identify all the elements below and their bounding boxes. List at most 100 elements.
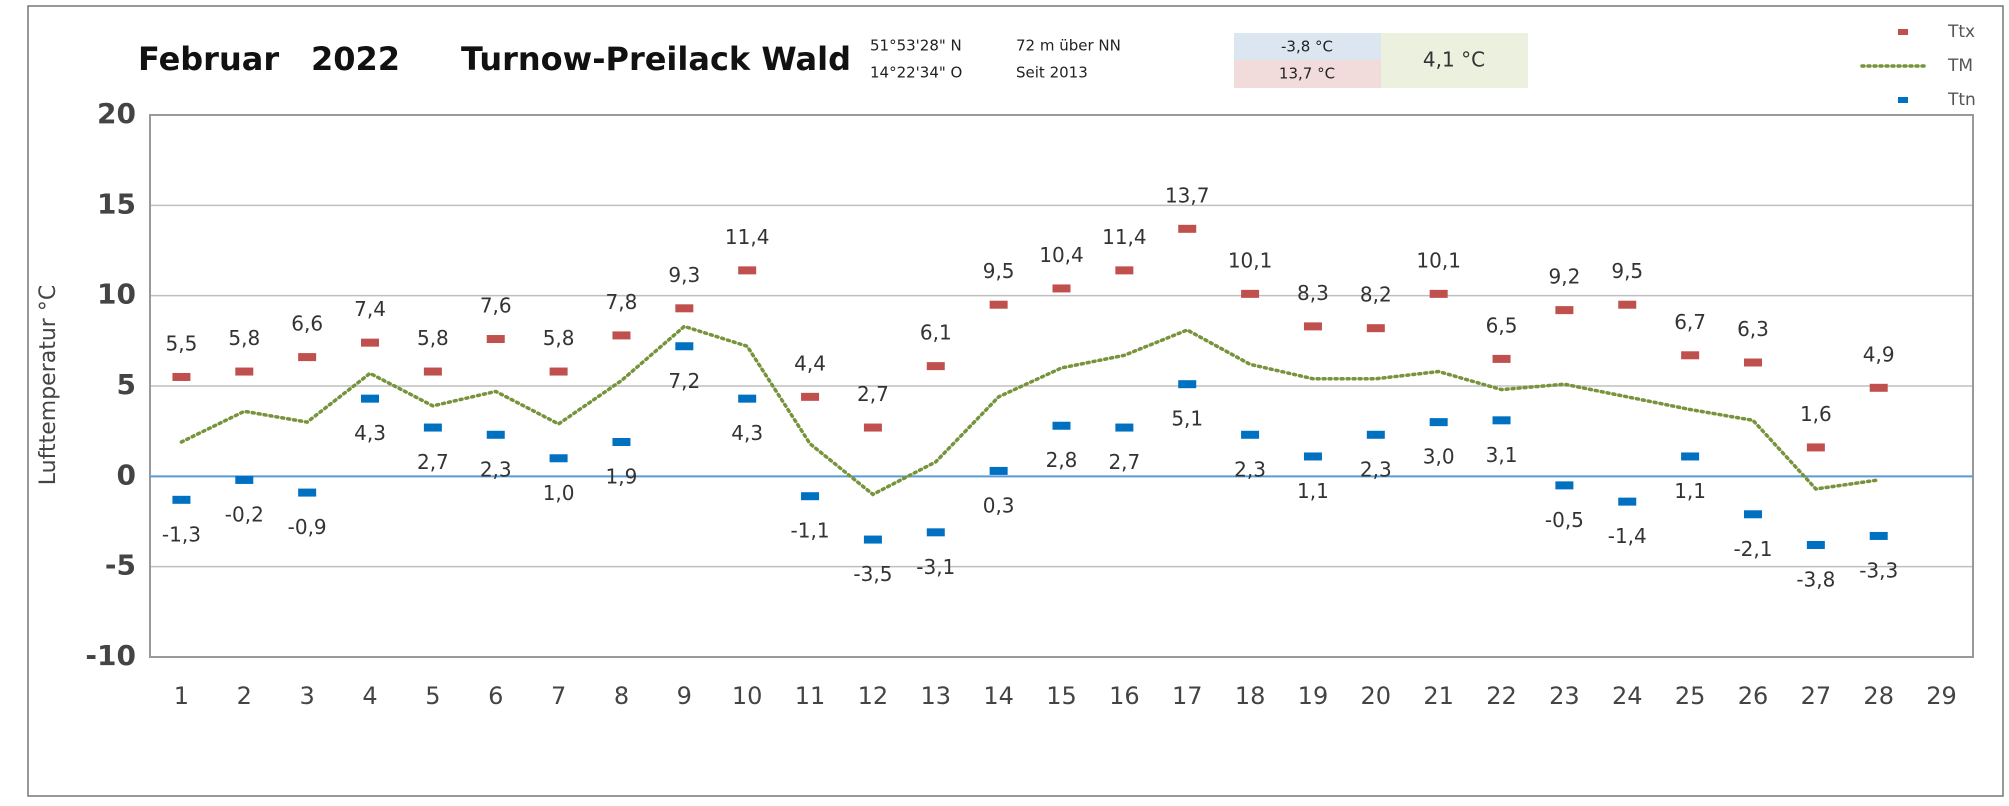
data-label: 1,1: [1297, 479, 1329, 503]
marker: [675, 342, 694, 351]
data-label: 2,8: [1046, 448, 1078, 472]
marker: [1052, 421, 1071, 430]
marker: [423, 367, 442, 376]
marker: [235, 367, 254, 376]
x-tick-label: 7: [551, 682, 566, 710]
marker: [1178, 224, 1197, 233]
data-label: 7,2: [668, 369, 700, 393]
data-label: 2,3: [480, 457, 512, 481]
marker: [926, 362, 945, 371]
marker: [801, 492, 820, 501]
legend-label: TM: [1947, 56, 1973, 76]
data-label: 1,9: [606, 465, 638, 489]
marker: [612, 438, 631, 447]
marker: [863, 423, 882, 432]
x-tick-label: 13: [921, 682, 952, 710]
max-box: [1234, 60, 1381, 88]
marker: [1618, 300, 1637, 309]
data-label: 5,5: [166, 331, 198, 355]
x-tick-label: 2: [237, 682, 252, 710]
data-label: 4,9: [1863, 342, 1895, 366]
data-label: 0,3: [983, 493, 1015, 517]
year: 2022: [311, 40, 400, 78]
x-tick-label: 15: [1046, 682, 1077, 710]
marker: [1681, 351, 1700, 360]
data-label: -3,5: [853, 562, 892, 586]
elevation: 72 m über NN: [1016, 37, 1121, 55]
data-label: 3,1: [1486, 443, 1518, 467]
marker: [235, 475, 254, 484]
data-label: -0,5: [1545, 508, 1584, 532]
marker: [298, 353, 317, 362]
x-tick-label: 6: [488, 682, 503, 710]
data-label: 6,1: [920, 321, 952, 345]
data-label: -0,2: [225, 502, 264, 526]
data-label: -1,4: [1608, 524, 1647, 548]
marker: [549, 367, 568, 376]
marker: [1806, 540, 1825, 549]
x-tick-label: 19: [1298, 682, 1329, 710]
marker: [738, 266, 757, 275]
marker: [989, 466, 1008, 475]
marker: [1052, 284, 1071, 293]
marker: [1429, 289, 1448, 298]
data-label: -3,8: [1796, 567, 1835, 591]
marker: [1743, 358, 1762, 367]
data-label: 9,2: [1548, 265, 1580, 289]
marker: [926, 528, 945, 537]
x-tick-label: 18: [1235, 682, 1266, 710]
data-label: 4,4: [794, 351, 826, 375]
data-label: 5,8: [543, 326, 575, 350]
marker: [361, 394, 380, 403]
data-label: -1,3: [162, 522, 201, 546]
marker: [738, 394, 757, 403]
chart-title: Februar: [138, 40, 279, 78]
data-label: -3,1: [916, 555, 955, 579]
frame: [27, 5, 2004, 797]
data-label: 6,5: [1486, 313, 1518, 337]
marker: [423, 423, 442, 432]
x-tick-label: 1: [174, 682, 189, 710]
data-label: 2,3: [1234, 457, 1266, 481]
x-tick-label: 12: [858, 682, 889, 710]
data-label: 6,6: [291, 312, 323, 336]
marker: [1366, 324, 1385, 333]
y-tick-label: 10: [97, 278, 136, 311]
x-tick-label: 8: [614, 682, 629, 710]
marker: [1115, 423, 1134, 432]
y-tick-label: 20: [97, 97, 136, 130]
data-label: 5,8: [228, 326, 260, 350]
data-label: 10,4: [1039, 243, 1084, 267]
marker: [1618, 497, 1637, 506]
min-box: [1234, 33, 1381, 60]
data-label: 2,7: [857, 382, 889, 406]
x-tick-label: 28: [1863, 682, 1894, 710]
marker: [486, 335, 505, 344]
data-label: 4,3: [354, 421, 386, 445]
data-label: 7,4: [354, 297, 386, 321]
data-label: 9,3: [668, 263, 700, 287]
mean-box: [1381, 33, 1528, 88]
data-label: 11,4: [1102, 225, 1147, 249]
marker: [612, 331, 631, 340]
mean-label: 4,1 °C: [1423, 48, 1485, 72]
marker: [1492, 416, 1511, 425]
data-label: 11,4: [725, 225, 770, 249]
min-label: -3,8 °C: [1281, 38, 1333, 56]
data-label: 2,3: [1360, 457, 1392, 481]
marker: [1681, 452, 1700, 461]
x-tick-label: 17: [1172, 682, 1203, 710]
max-label: 13,7 °C: [1279, 65, 1335, 83]
data-label: 7,6: [480, 294, 512, 318]
data-label: 1,1: [1674, 479, 1706, 503]
marker: [989, 300, 1008, 309]
since: Seit 2013: [1016, 64, 1088, 82]
marker: [1869, 383, 1888, 392]
marker: [1869, 531, 1888, 540]
x-tick-label: 10: [732, 682, 763, 710]
x-tick-label: 14: [983, 682, 1014, 710]
data-label: 6,3: [1737, 317, 1769, 341]
marker: [1366, 430, 1385, 439]
marker: [172, 372, 191, 381]
marker: [1241, 289, 1260, 298]
